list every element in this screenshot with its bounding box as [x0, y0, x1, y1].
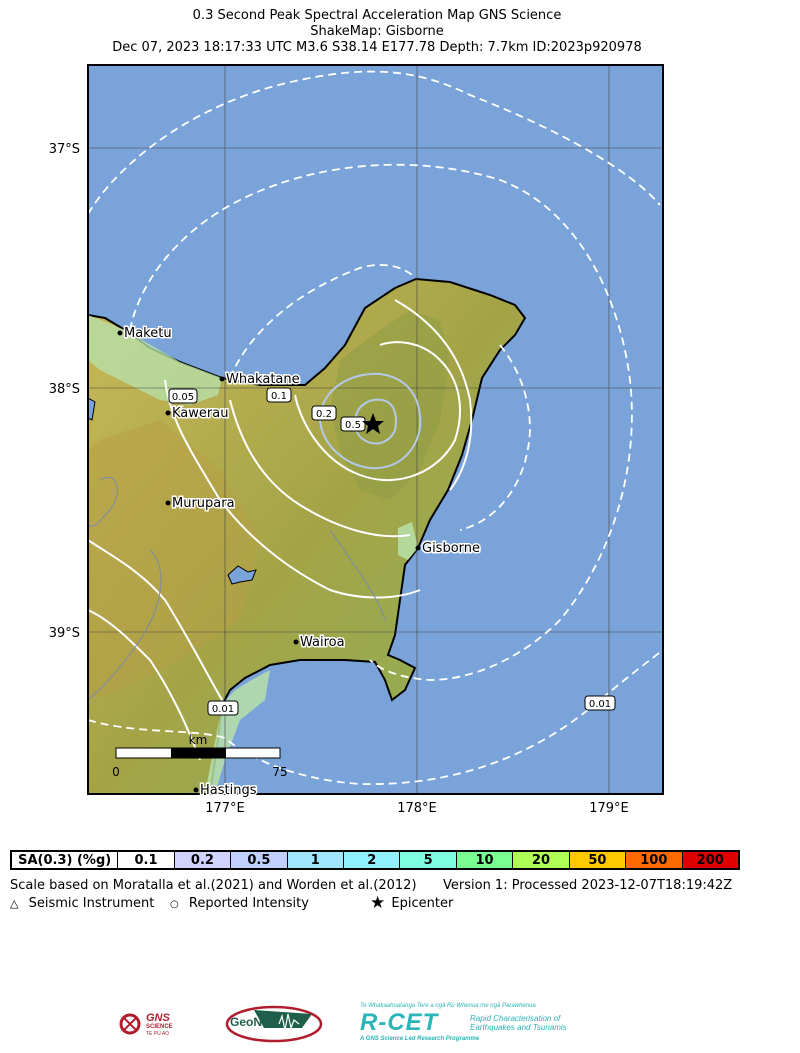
contour-label-0.1: 0.1: [266, 387, 292, 403]
lon-label-177: 177°E: [205, 801, 245, 816]
star-icon: ★: [370, 893, 386, 913]
rcet-sub1: Rapid Characterisation of: [470, 1014, 561, 1023]
svg-text:Gisborne: Gisborne: [422, 541, 480, 556]
scale-bin: 0.5: [230, 852, 287, 868]
geonet-logo-text: GeoNet: [230, 1015, 273, 1029]
contour-label-0.5: 0.5: [340, 416, 366, 432]
lowland-gisborne: [398, 522, 418, 560]
scale-bar: km 0 75: [112, 733, 287, 779]
scale-bin: 2: [343, 852, 400, 868]
contour-inner: [318, 372, 422, 470]
scale-bin: 100: [625, 852, 682, 868]
svg-text:Maketu: Maketu: [124, 326, 172, 341]
contour-label-0.01-west: 0.01: [207, 700, 239, 716]
lon-label-179: 179°E: [589, 801, 629, 816]
shakemap[interactable]: 37°S 38°S 39°S 177°E 178°E 179°E Maketu …: [0, 0, 800, 830]
lake-waikaremoana: [227, 565, 257, 585]
rcet-sub2: Earthquakes and Tsunamis: [470, 1023, 567, 1032]
epicenter-star[interactable]: [362, 413, 384, 434]
svg-text:Hastings: Hastings: [200, 783, 257, 798]
scale-basis-note: Scale based on Moratalla et al.(2021) an…: [10, 878, 417, 893]
lat-label-38: 38°S: [49, 382, 80, 397]
svg-text:Wairoa: Wairoa: [300, 635, 345, 650]
contour-0.01: [88, 70, 663, 785]
rcet-bottom-text: A GNS Science Led Research Programme: [360, 1036, 480, 1042]
gns-logo-sub2: TE PŪ AO: [146, 1031, 170, 1037]
svg-text:0.5: 0.5: [345, 420, 361, 431]
gns-logo-mark: [119, 1013, 141, 1035]
triangle-icon: △: [10, 897, 19, 910]
version-note: Version 1: Processed 2023-12-07T18:19:42…: [443, 878, 733, 893]
scale-bin: 5: [399, 852, 456, 868]
svg-text:Kawerau: Kawerau: [172, 406, 228, 421]
city-whakatane[interactable]: Whakatane: [219, 371, 301, 389]
city-hastings[interactable]: Hastings: [193, 782, 258, 800]
lake-west: [88, 397, 96, 421]
scale-bin: 50: [568, 852, 626, 868]
rivers: [88, 476, 386, 701]
title-line-2: ShakeMap: Gisborne: [310, 24, 444, 39]
svg-text:0.01: 0.01: [589, 699, 611, 710]
contour-0.05: [229, 264, 531, 531]
svg-text:0.1: 0.1: [271, 391, 287, 402]
gns-logo-sub: SCIENCE: [146, 1024, 173, 1030]
scale-bin: 20: [512, 852, 569, 868]
intensity-scale: SA(0.3) (%g) 0.1 0.2 0.5 1 2 5 10 20 50 …: [10, 850, 740, 870]
city-wairoa[interactable]: Wairoa: [293, 634, 346, 652]
city-kawerau[interactable]: Kawerau: [165, 405, 230, 423]
svg-text:0.2: 0.2: [316, 409, 332, 420]
scale-bin: 0.1: [117, 852, 174, 868]
rcet-logo[interactable]: Te Whakaahuatanga Tere a ngā Rū Whenua m…: [360, 1003, 580, 1045]
geonet-logo-mark: [225, 1005, 323, 1043]
city-murupara[interactable]: Murupara: [165, 495, 236, 513]
city-gisborne[interactable]: Gisborne: [415, 540, 482, 558]
lowland-region: [88, 315, 222, 405]
scale-bin: 0.2: [173, 852, 231, 868]
svg-text:0.01: 0.01: [212, 704, 234, 715]
gns-logo[interactable]: GNS SCIENCE TE PŪ AO: [118, 1010, 188, 1038]
gns-logo-text: GNS: [146, 1012, 170, 1024]
lon-label-178: 178°E: [397, 801, 437, 816]
ridge-region-2: [88, 420, 260, 700]
scale-header: SA(0.3) (%g): [18, 852, 112, 868]
geonet-logo[interactable]: GeoNet: [224, 1004, 324, 1044]
legend-reported-intensity: ○ Reported Intensity: [170, 896, 309, 911]
scale-bin: 10: [455, 852, 513, 868]
city-maketu[interactable]: Maketu: [117, 325, 173, 343]
svg-text:Whakatane: Whakatane: [226, 372, 300, 387]
contour-0.02: [129, 163, 633, 681]
map-frame: [87, 64, 664, 795]
svg-text:Murupara: Murupara: [172, 496, 235, 511]
rcet-logo-text: R-CET: [360, 1009, 439, 1036]
scale-bin: 1: [286, 852, 343, 868]
legend-epicenter: ★ Epicenter: [370, 893, 454, 913]
contour-label-0.2: 0.2: [311, 405, 337, 421]
title-line-3: Dec 07, 2023 18:17:33 UTC M3.6 S38.14 E1…: [112, 40, 642, 55]
legend-seismic-instrument: △ Seismic Instrument: [10, 896, 155, 911]
contour-label-0.01-east: 0.01: [584, 695, 616, 711]
title-line-1: 0.3 Second Peak Spectral Acceleration Ma…: [192, 8, 562, 23]
scale-unit: km: [189, 733, 208, 747]
svg-text:0.05: 0.05: [172, 392, 194, 403]
circle-icon: ○: [170, 899, 179, 910]
lowland-hawkes-bay: [205, 670, 270, 794]
contour-solid: [88, 299, 473, 761]
scale-start: 0: [112, 765, 120, 779]
rcet-top-text: Te Whakaahuatanga Tere a ngā Rū Whenua m…: [360, 1003, 536, 1009]
lat-label-39: 39°S: [49, 626, 80, 641]
contour-label-0.05: 0.05: [168, 388, 198, 404]
scale-end: 75: [272, 765, 287, 779]
lat-label-37: 37°S: [49, 142, 80, 157]
scale-bin: 200: [681, 852, 738, 868]
